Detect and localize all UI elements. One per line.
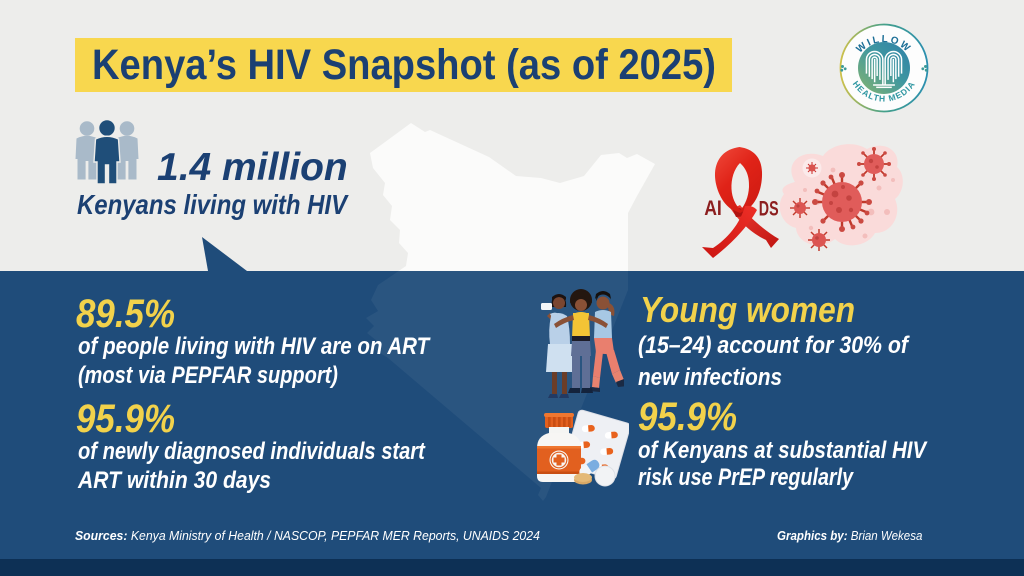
- svg-text:DS: DS: [759, 197, 779, 220]
- svg-text:AI: AI: [704, 197, 722, 221]
